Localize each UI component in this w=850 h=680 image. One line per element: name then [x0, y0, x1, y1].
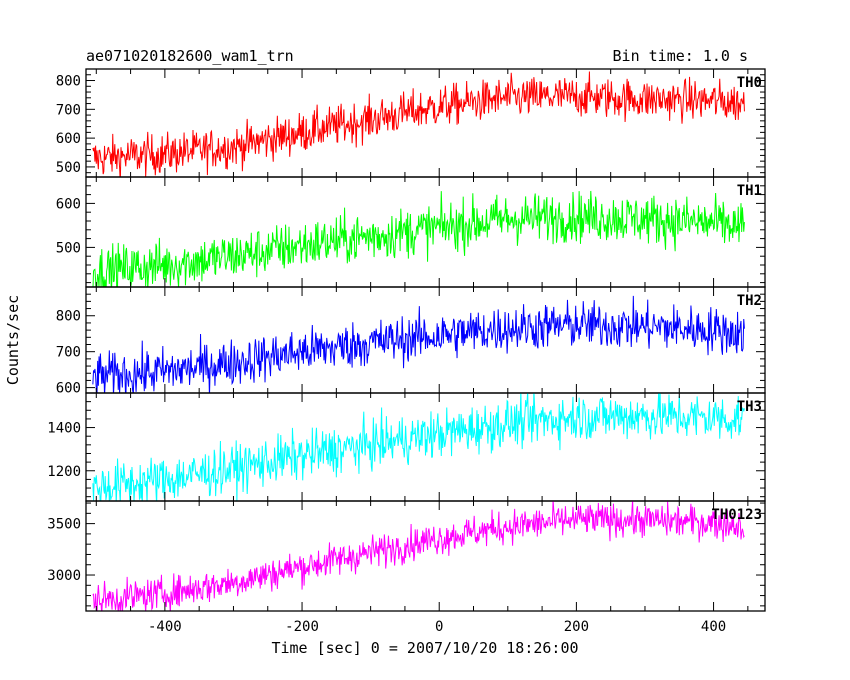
y-tick-label: 1200 — [47, 464, 81, 480]
y-tick-label: 500 — [56, 160, 81, 176]
series-line-th0123 — [92, 501, 745, 611]
panel-label-th0: TH0 — [737, 75, 762, 91]
x-axis-label: Time [sec] 0 = 2007/10/20 18:26:00 — [271, 639, 578, 657]
y-tick-label: 500 — [56, 240, 81, 256]
y-tick-label: 600 — [56, 131, 81, 147]
panel-label-th2: TH2 — [737, 293, 762, 309]
y-tick-label: 600 — [56, 381, 81, 397]
panel-th3: 1200 1400 TH3 — [47, 392, 766, 502]
panels-group: 500 600 700 800 TH0 500 600 TH1 600 700 800 TH2 1200… — [47, 68, 766, 635]
panel-label-th1: TH1 — [737, 183, 762, 199]
x-tick-label: 400 — [701, 619, 726, 635]
series-line-th3 — [92, 393, 745, 501]
panel-th2: 600 700 800 TH2 — [56, 286, 766, 397]
panel-th0: 500 600 700 800 TH0 — [56, 68, 766, 178]
panel-label-th0123: TH0123 — [711, 507, 762, 523]
y-tick-label: 1400 — [47, 421, 81, 437]
y-tick-label: 3500 — [47, 517, 81, 533]
panel-frame — [85, 500, 766, 612]
x-tick-label: -200 — [285, 619, 319, 635]
y-tick-label: 800 — [56, 309, 81, 325]
series-line-th1 — [92, 190, 745, 287]
chart-title: ae071020182600_wam1_trn — [86, 47, 294, 65]
series-line-th0 — [92, 71, 745, 177]
y-tick-label: 800 — [56, 74, 81, 90]
bin-time-label: Bin time: 1.0 s — [613, 47, 748, 65]
panel-th0123: 3000 3500 TH0123 — [47, 500, 766, 612]
x-tick-label: 200 — [564, 619, 589, 635]
y-tick-label: 3000 — [47, 568, 81, 584]
series-line-th2 — [92, 295, 745, 393]
panel-label-th3: TH3 — [737, 399, 762, 415]
panel-th1: 500 600 TH1 — [56, 176, 766, 288]
y-axis-label: Counts/sec — [4, 295, 22, 385]
y-tick-label: 700 — [56, 345, 81, 361]
x-tick-label: -400 — [148, 619, 182, 635]
y-tick-label: 600 — [56, 196, 81, 212]
y-tick-label: 700 — [56, 102, 81, 118]
x-tick-label: 0 — [435, 619, 443, 635]
